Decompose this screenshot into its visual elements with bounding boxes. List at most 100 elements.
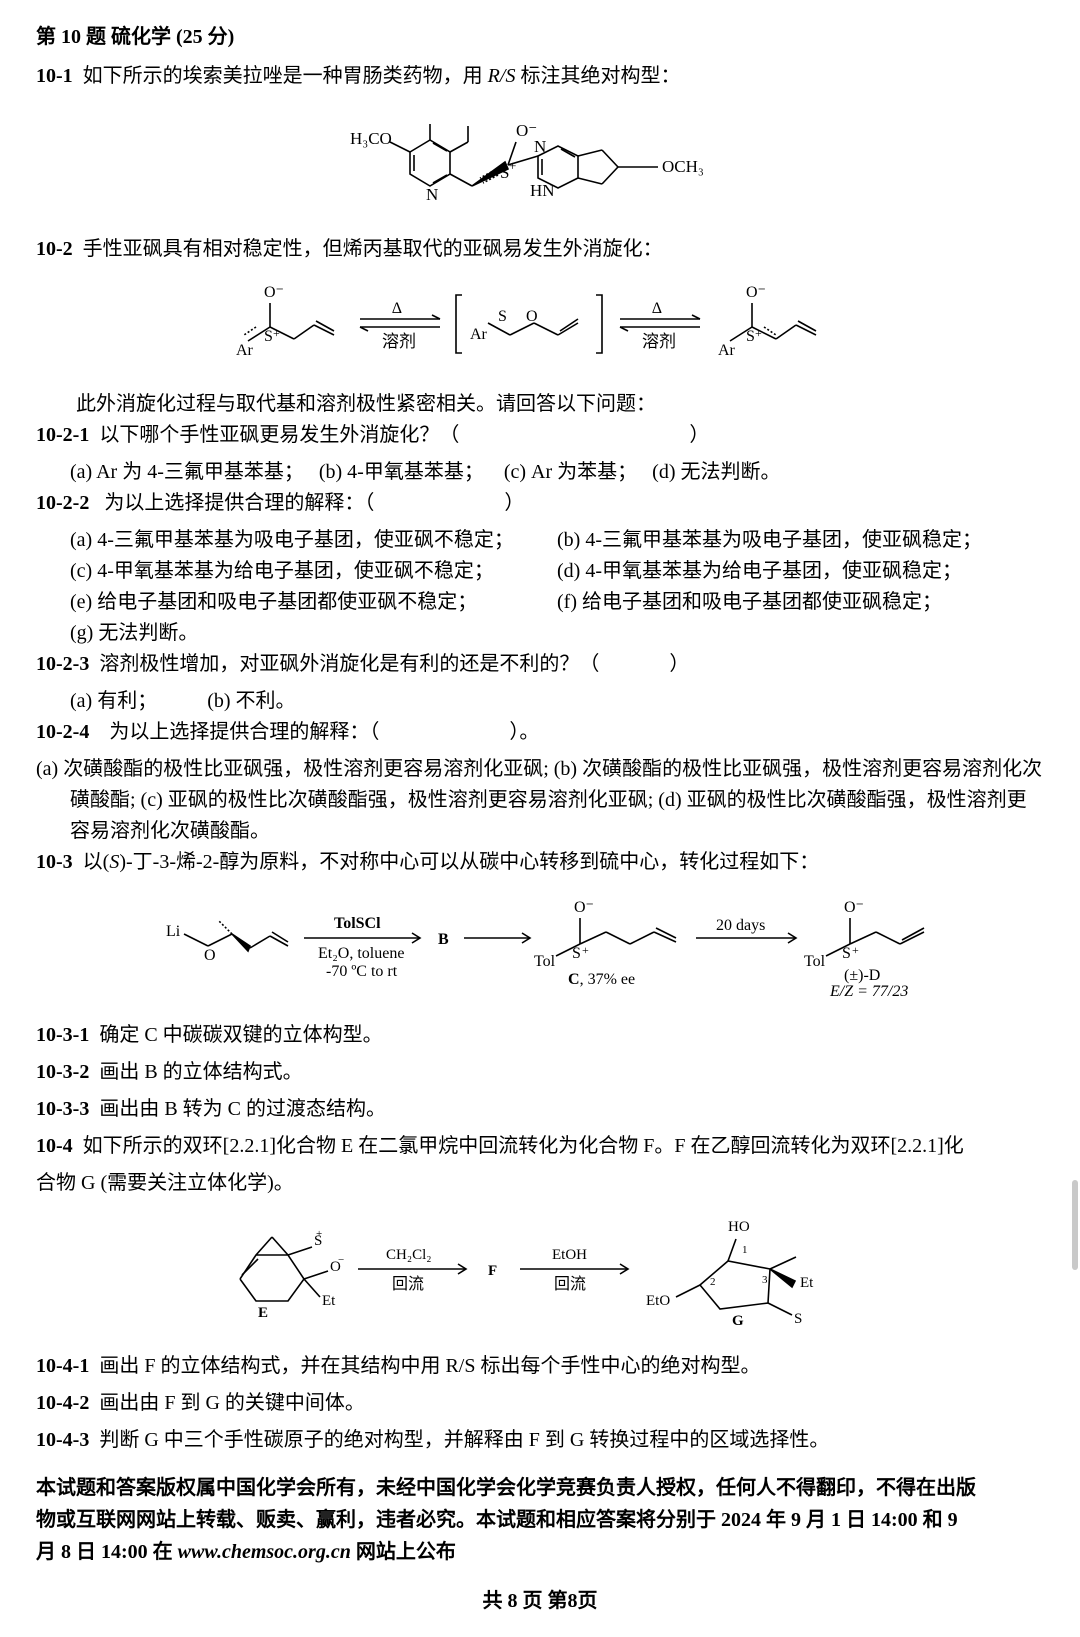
svg-text:O⁻: O⁻ (264, 284, 284, 301)
q10-3-2-label: 10-3-2 (36, 1061, 89, 1083)
q10-2-1-end: ） (689, 424, 709, 446)
svg-text:TolSCl: TolSCl (334, 915, 381, 932)
svg-text:Li: Li (166, 923, 181, 940)
q10-4-3: 10-4-3 判断 G 中三个手性碳原子的绝对构型，并解释由 F 到 G 转换过… (36, 1425, 1044, 1456)
svg-text:Ar: Ar (470, 326, 488, 343)
q10-2-1-label: 10-2-1 (36, 424, 89, 446)
svg-text:S: S (572, 945, 581, 962)
q10-3-1: 10-3-1 确定 C 中碳碳双键的立体构型。 (36, 1020, 1044, 1051)
svg-text:3: 3 (762, 1274, 768, 1286)
q10-2-1-text: 以下哪个手性亚砜更易发生外消旋化？（ (99, 424, 459, 446)
q10-3-text-a: 以( (83, 851, 110, 873)
opt-g: (g) 无法判断。 (70, 618, 557, 649)
svg-text:O: O (526, 308, 538, 325)
opt-a: (a) Ar 为 4-三氟甲基苯基； (70, 461, 304, 483)
page-footer: 共 8 页 第8页 (36, 1586, 1044, 1617)
q10-3-1-text: 确定 C 中碳碳双键的立体构型。 (99, 1024, 382, 1046)
svg-text:20 days: 20 days (716, 917, 765, 934)
opt-a: (a) 4-三氟甲基苯基为吸电子基团，使亚砜不稳定； (70, 525, 557, 556)
svg-text:F: F (488, 1263, 497, 1279)
svg-text:+: + (755, 326, 762, 340)
svg-text:Ar: Ar (236, 342, 254, 359)
q10-3-1-label: 10-3-1 (36, 1024, 89, 1046)
q10-1: 10-1 如下所示的埃索美拉唑是一种胃肠类药物，用 R/S 标注其绝对构型： (36, 61, 1044, 92)
q10-4-2-text: 画出由 F 到 G 的关键中间体。 (99, 1392, 365, 1414)
q10-4-2-label: 10-4-2 (36, 1392, 89, 1414)
copyright-line3a: 月 8 日 14:00 在 (36, 1541, 178, 1563)
svg-text:2: 2 (710, 1276, 716, 1288)
title-points: (25 分) (176, 26, 234, 48)
svg-text:+: + (582, 943, 589, 957)
q10-2-4-end: ）。 (509, 721, 539, 743)
q10-2-1: 10-2-1 以下哪个手性亚砜更易发生外消旋化？（ ） (36, 420, 1044, 451)
svg-text:EtO: EtO (646, 1293, 670, 1309)
q10-4-1-label: 10-4-1 (36, 1355, 89, 1377)
svg-text:OCH₃: OCH₃ (662, 157, 704, 176)
q10-2-label: 10-2 (36, 238, 73, 260)
q10-2-2-text: 为以上选择提供合理的解释：（ (104, 492, 374, 514)
q10-2-3: 10-2-3 溶剂极性增加，对亚砜外消旋化是有利的还是不利的？（ ） (36, 649, 1044, 680)
q10-2-4-text: 为以上选择提供合理的解释：（ (109, 721, 379, 743)
q10-3-text-b: )-丁-3-烯-2-醇为原料，不对称中心可以从碳中心转移到硫中心，转化过程如下： (119, 851, 819, 873)
opt-b: (b) 不利。 (207, 690, 295, 712)
q10-4-2: 10-4-2 画出由 F 到 G 的关键中间体。 (36, 1388, 1044, 1419)
q10-2-2-opts: (a) 4-三氟甲基苯基为吸电子基团，使亚砜不稳定； (b) 4-三氟甲基苯基为… (36, 525, 1044, 649)
q10-2-text: 手性亚砜具有相对稳定性，但烯丙基取代的亚砜易发生外消旋化： (83, 238, 663, 260)
copyright-line3b: 网站上公布 (351, 1541, 456, 1563)
opt-a: (a) 有利； (70, 690, 157, 712)
svg-text:回流: 回流 (392, 1275, 424, 1293)
q10-4-3-label: 10-4-3 (36, 1429, 89, 1451)
svg-text:E/Z = 77/23: E/Z = 77/23 (829, 983, 908, 998)
q10-2-intro: 此外消旋化过程与取代基和溶剂极性紧密相关。请回答以下问题： (36, 389, 1044, 420)
svg-text:O⁻: O⁻ (574, 899, 594, 916)
svg-text:S: S (794, 1311, 802, 1327)
svg-text:+: + (509, 158, 516, 173)
svg-text:O⁻: O⁻ (746, 284, 766, 301)
copyright-line2a: 物或互联网网站上转载、贩卖、赢利，违者必究。本试题和相应答案将分别于 (36, 1509, 716, 1531)
q10-2-4: 10-2-4 为以上选择提供合理的解释：（ ）。 (36, 717, 1044, 748)
svg-text:CH₂Cl₂: CH₂Cl₂ (386, 1247, 431, 1263)
q10-3-S: S (109, 851, 119, 873)
scrollbar-thumb[interactable] (1072, 1180, 1078, 1270)
q10-3-3-text: 画出由 B 转为 C 的过渡态结构。 (99, 1098, 386, 1120)
q10-4-1: 10-4-1 画出 F 的立体结构式，并在其结构中用 R/S 标出每个手性中心的… (36, 1351, 1044, 1382)
svg-text:G: G (732, 1313, 744, 1329)
svg-text:回流: 回流 (554, 1275, 586, 1293)
svg-text:−: − (338, 1254, 344, 1266)
q10-3: 10-3 以(S)-丁-3-烯-2-醇为原料，不对称中心可以从碳中心转移到硫中心… (36, 847, 1044, 878)
opt-d: (d) 无法判断。 (652, 461, 780, 483)
svg-text:N: N (534, 137, 546, 156)
svg-text:HN: HN (530, 181, 555, 200)
structure-esomeprazole: H₃CO N O⁻ S + N HN OCH₃ (36, 102, 1044, 222)
copyright-url: www.chemsoc.org.cn (178, 1541, 351, 1563)
q10-2-2-label: 10-2-2 (36, 492, 89, 514)
q10-2-4-full: (a) 次磺酸酯的极性比亚砜强，极性溶剂更容易溶剂化亚砜; (b) 次磺酸酯的极… (36, 754, 1044, 847)
title-prefix: 第 10 题 (36, 26, 106, 48)
svg-text:S: S (746, 328, 755, 345)
rs-notation: R/S (488, 65, 516, 87)
copyright-block: 本试题和答案版权属中国化学会所有，未经中国化学会化学竞赛负责人授权，任何人不得翻… (36, 1472, 1044, 1568)
q10-3-label: 10-3 (36, 851, 73, 873)
q10-2: 10-2 手性亚砜具有相对稳定性，但烯丙基取代的亚砜易发生外消旋化： (36, 234, 1044, 265)
svg-text:(±)-D: (±)-D (844, 967, 880, 984)
opt-b: (b) 4-三氟甲基苯基为吸电子基团，使亚砜稳定； (557, 525, 1044, 556)
q10-1-text2: 标注其绝对构型： (520, 65, 680, 87)
svg-text:S: S (498, 308, 507, 325)
q10-3-2-text: 画出 B 的立体结构式。 (99, 1061, 302, 1083)
svg-text:B: B (438, 931, 449, 948)
q10-3-2: 10-3-2 画出 B 的立体结构式。 (36, 1057, 1044, 1088)
svg-text:C, 37% ee: C, 37% ee (568, 971, 635, 988)
q10-4-1-text: 画出 F 的立体结构式，并在其结构中用 R/S 标出每个手性中心的绝对构型。 (99, 1355, 760, 1377)
q10-4-3-text: 判断 G 中三个手性碳原子的绝对构型，并解释由 F 到 G 转换过程中的区域选择… (99, 1429, 829, 1451)
svg-text:Tol: Tol (804, 953, 826, 970)
q10-4: 10-4 如下所示的双环[2.2.1]化合物 E 在二氯甲烷中回流转化为化合物 … (36, 1131, 1044, 1162)
svg-text:+: + (316, 1228, 322, 1240)
svg-text:HO: HO (728, 1219, 750, 1235)
svg-text:Tol: Tol (534, 953, 556, 970)
q10-2-3-label: 10-2-3 (36, 653, 89, 675)
title-topic: 硫化学 (111, 26, 171, 48)
q10-4-text-b: 合物 G (需要关注立体化学)。 (36, 1168, 1044, 1199)
q10-1-label: 10-1 (36, 65, 73, 87)
q10-4-text-a: 如下所示的双环[2.2.1]化合物 E 在二氯甲烷中回流转化为化合物 F。F 在… (83, 1135, 964, 1157)
q10-2-4-label: 10-2-4 (36, 721, 89, 743)
